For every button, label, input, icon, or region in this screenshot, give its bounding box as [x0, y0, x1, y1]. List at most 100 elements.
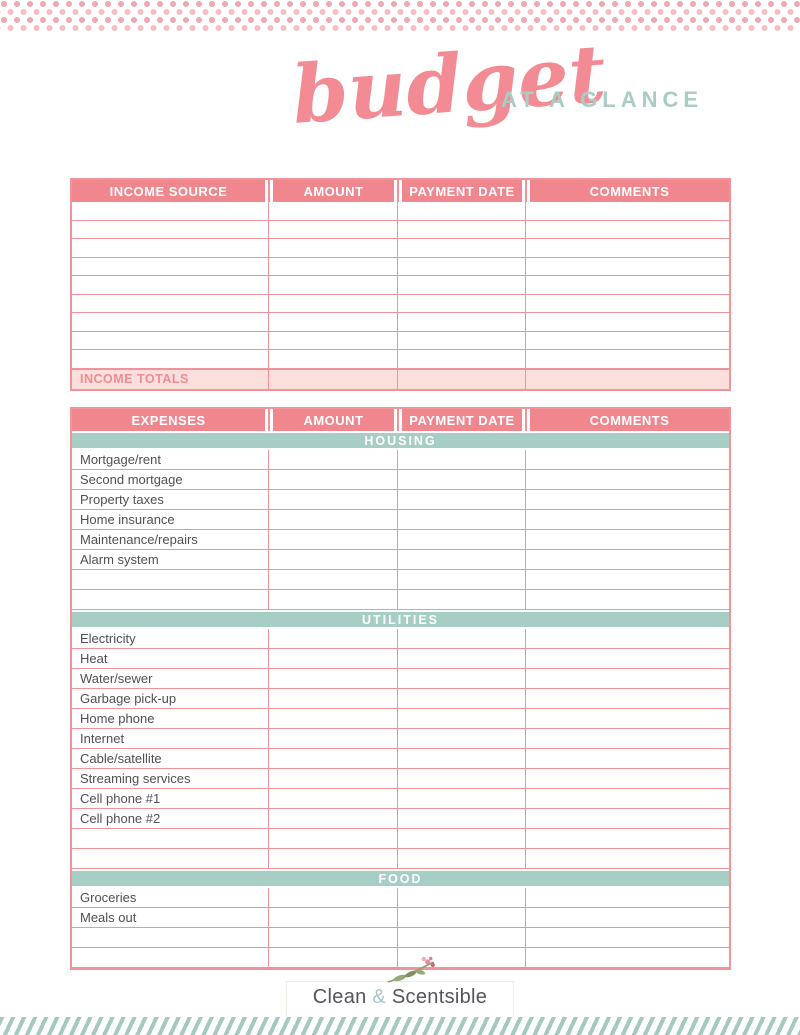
section-title: HOUSING: [364, 433, 437, 448]
blank-cell: [526, 450, 729, 469]
blank-cell: [526, 649, 729, 668]
blank-cell: [526, 689, 729, 708]
logo-word-clean: Clean: [312, 986, 367, 1008]
blank-cell: [398, 276, 526, 294]
row-label-cell: Groceries: [72, 888, 269, 907]
row-label: Meals out: [80, 910, 137, 925]
table-row: Cell phone #1: [72, 789, 729, 809]
blank-cell: [72, 313, 269, 331]
table-row: Property taxes: [72, 490, 729, 510]
row-label-cell: Water/sewer: [72, 669, 269, 688]
header-divider: [394, 409, 402, 431]
blank-cell: [269, 470, 398, 489]
header-divider: [265, 409, 273, 431]
floral-sprig-icon: [387, 956, 436, 983]
logo-frame: Clean & Scentsible: [285, 956, 515, 1018]
row-label: Electricity: [80, 631, 136, 646]
section-band: FOOD: [72, 869, 729, 888]
row-label-cell: Cell phone #2: [72, 809, 269, 828]
blank-cell: [269, 590, 398, 609]
income-table-header: INCOME SOURCE AMOUNT PAYMENT DATE COMMEN…: [72, 180, 729, 202]
header-payment-date: PAYMENT DATE: [402, 409, 522, 431]
row-label-cell: Electricity: [72, 629, 269, 648]
blank-cell: [269, 749, 398, 768]
blank-cell: [398, 450, 526, 469]
row-label-cell: Maintenance/repairs: [72, 530, 269, 549]
header-payment-date: PAYMENT DATE: [402, 180, 522, 202]
blank-cell: [269, 510, 398, 529]
blank-cell: [269, 649, 398, 668]
table-row: Internet: [72, 729, 729, 749]
blank-cell: [269, 450, 398, 469]
blank-cell: [269, 202, 398, 220]
header-comments: COMMENTS: [530, 180, 729, 202]
row-label-cell: Streaming services: [72, 769, 269, 788]
blank-cell: [398, 629, 526, 648]
table-row: [72, 590, 729, 610]
table-row: [72, 202, 729, 221]
income-totals-label-cell: INCOME TOTALS: [72, 369, 269, 389]
blank-cell: [526, 370, 729, 389]
table-row: Maintenance/repairs: [72, 530, 729, 550]
row-label: Maintenance/repairs: [80, 532, 198, 547]
blank-cell: [526, 350, 729, 368]
row-label: Property taxes: [80, 492, 164, 507]
income-table: INCOME SOURCE AMOUNT PAYMENT DATE COMMEN…: [70, 178, 731, 391]
row-label-cell: Property taxes: [72, 490, 269, 509]
row-label-cell: Mortgage/rent: [72, 450, 269, 469]
blank-cell: [398, 888, 526, 907]
blank-cell: [398, 257, 526, 275]
row-label: Groceries: [80, 890, 137, 905]
row-label-cell: Alarm system: [72, 550, 269, 569]
table-row: Second mortgage: [72, 470, 729, 490]
blank-cell: [398, 550, 526, 569]
blank-cell: [269, 888, 398, 907]
blank-cell: [398, 769, 526, 788]
blank-cell: [526, 332, 729, 350]
blank-cell: [398, 809, 526, 828]
table-row: [72, 948, 729, 968]
blank-cell: [398, 530, 526, 549]
blank-cell: [398, 649, 526, 668]
blank-cell: [526, 313, 729, 331]
blank-cell: [398, 470, 526, 489]
blank-cell: [269, 294, 398, 312]
table-row: [72, 294, 729, 313]
blank-cell: [398, 849, 526, 868]
blank-cell: [526, 789, 729, 808]
blank-cell: [269, 257, 398, 275]
blank-cell: [269, 928, 398, 947]
blank-cell: [269, 709, 398, 728]
blank-cell: [398, 220, 526, 238]
table-row: [72, 276, 729, 295]
blank-cell: [398, 313, 526, 331]
blank-cell: [398, 202, 526, 220]
blank-cell: [269, 629, 398, 648]
expense-table-header: EXPENSES AMOUNT PAYMENT DATE COMMENTS: [72, 409, 729, 431]
blank-cell: [526, 709, 729, 728]
blank-cell: [269, 689, 398, 708]
income-table-body: [72, 202, 729, 369]
blank-cell: [526, 729, 729, 748]
blank-cell: [398, 928, 526, 947]
blank-cell: [526, 530, 729, 549]
blank-cell: [526, 629, 729, 648]
header-amount: AMOUNT: [273, 180, 394, 202]
table-row: Heat: [72, 649, 729, 669]
polka-dot-border: [0, 0, 800, 33]
table-row: Meals out: [72, 908, 729, 928]
header-comments: COMMENTS: [530, 409, 729, 431]
row-label: Home insurance: [80, 512, 175, 527]
blank-cell: [72, 570, 269, 589]
blank-cell: [72, 928, 269, 947]
table-row: [72, 350, 729, 369]
blank-cell: [398, 239, 526, 257]
row-label-cell: Garbage pick-up: [72, 689, 269, 708]
table-row: Streaming services: [72, 769, 729, 789]
table-row: [72, 570, 729, 590]
blank-cell: [72, 202, 269, 220]
blank-cell: [72, 239, 269, 257]
row-label: Cable/satellite: [80, 751, 162, 766]
blank-cell: [398, 689, 526, 708]
blank-cell: [269, 550, 398, 569]
